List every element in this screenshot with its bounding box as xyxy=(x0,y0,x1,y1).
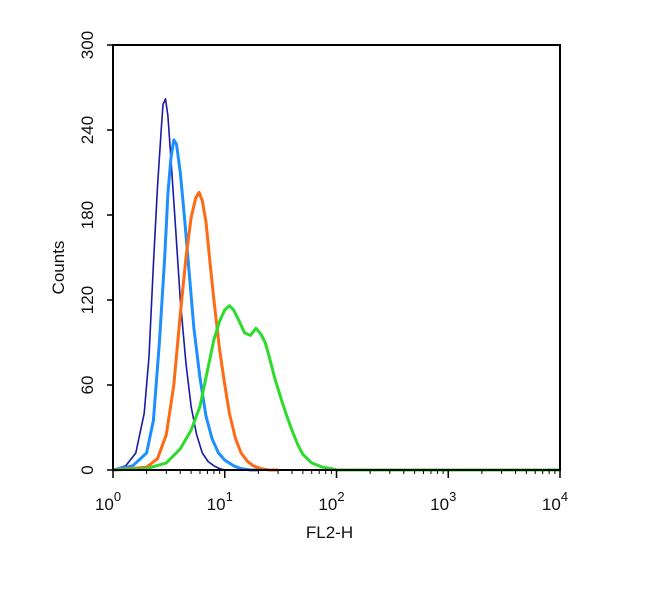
plot-frame xyxy=(112,44,561,471)
y-axis-title: Counts xyxy=(49,241,68,295)
x-tick-exponent: 4 xyxy=(561,489,568,504)
y-tick-label: 120 xyxy=(78,286,97,314)
y-axis: 0 60 120 180 240 300 xyxy=(78,31,113,475)
x-tick-label: 102 xyxy=(318,489,344,514)
y-tick-label: 180 xyxy=(78,201,97,229)
series-line-3 xyxy=(112,190,279,472)
series-line-2 xyxy=(112,138,259,472)
y-tick-label: 60 xyxy=(78,376,97,395)
x-tick-exponent: 0 xyxy=(114,489,121,504)
series-line-1 xyxy=(112,98,234,471)
x-tick-exponent: 1 xyxy=(226,489,233,504)
x-tick-base: 10 xyxy=(318,495,337,514)
series-line-4 xyxy=(112,304,560,472)
y-tick-label: 300 xyxy=(78,31,97,59)
x-tick-base: 10 xyxy=(542,495,561,514)
x-tick-base: 10 xyxy=(430,495,449,514)
x-tick-label: 103 xyxy=(430,489,456,514)
x-axis-title: FL2-H xyxy=(306,523,353,542)
y-tick-label: 240 xyxy=(78,116,97,144)
x-tick-base: 10 xyxy=(95,495,114,514)
x-tick-exponent: 2 xyxy=(337,489,344,504)
x-axis: 100 101 102 103 104 xyxy=(95,470,568,514)
y-tick-label: 0 xyxy=(78,465,97,474)
x-tick-base: 10 xyxy=(207,495,226,514)
x-tick-exponent: 3 xyxy=(449,489,456,504)
series-layer xyxy=(112,98,560,472)
x-tick-label: 101 xyxy=(207,489,233,514)
x-tick-label: 104 xyxy=(542,489,568,514)
x-tick-label: 100 xyxy=(95,489,121,514)
